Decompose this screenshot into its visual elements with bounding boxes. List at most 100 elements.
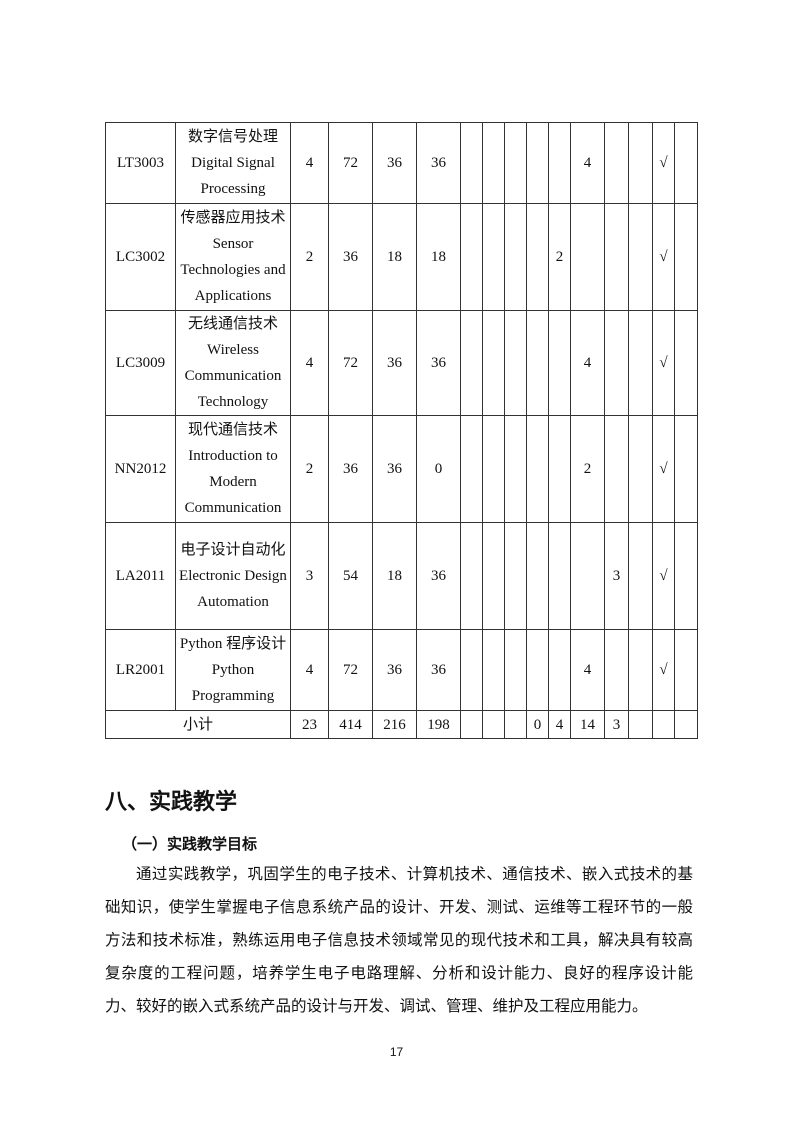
semester-cell [482, 629, 505, 711]
course-code: LT3003 [105, 122, 176, 204]
semester-cell: 4 [570, 310, 605, 416]
semester-cell [504, 310, 527, 416]
semester-cell [604, 310, 629, 416]
cell-practice: 36 [416, 522, 461, 630]
semester-cell [526, 629, 549, 711]
cell-hours: 72 [328, 629, 373, 711]
subtotal-label: 小计 [105, 710, 291, 739]
semester-cell: 4 [570, 122, 605, 204]
cell-practice: 36 [416, 122, 461, 204]
semester-cell [482, 522, 505, 630]
table-row: LC3009 无线通信技术 Wireless Communication Techn… [105, 310, 698, 416]
semester-cell [504, 203, 527, 311]
semester-cell [604, 122, 629, 204]
semester-cell [604, 203, 629, 311]
semester-cell [674, 203, 698, 311]
semester-cell [628, 629, 653, 711]
semester-cell [548, 310, 571, 416]
cell-practice: 36 [416, 310, 461, 416]
cell-practice: 36 [416, 629, 461, 711]
table-row: NN2012 现代通信技术 Introduction to Modern Commu… [105, 415, 698, 523]
semester-cell [548, 629, 571, 711]
semester-cell [628, 203, 653, 311]
course-code: NN2012 [105, 415, 176, 523]
cell-credits: 2 [290, 203, 329, 311]
course-name-en: Electronic Design Automation [179, 568, 287, 610]
table-row: LC3002 传感器应用技术 Sensor Technologies and App… [105, 203, 698, 311]
semester-cell [674, 310, 698, 416]
course-name-en: Digital Signal Processing [191, 155, 275, 197]
semester-cell [460, 310, 483, 416]
subtotal-semester-cell: 0 [526, 710, 549, 739]
course-name: 数字信号处理 Digital Signal Processing [175, 122, 291, 204]
course-name-cn: 现代通信技术 [187, 422, 278, 438]
semester-cell: 2 [548, 203, 571, 311]
course-name-cn: 传感器应用技术 [180, 210, 286, 226]
course-name-en: Sensor Technologies and Applications [180, 236, 286, 304]
semester-cell [548, 522, 571, 630]
course-code: LA2011 [105, 522, 176, 630]
course-name: Python 程序设计 Python Programming [175, 629, 291, 711]
cell-theory: 36 [372, 629, 417, 711]
semester-cell [548, 415, 571, 523]
subtotal-semester-cell [628, 710, 653, 739]
subtotal-credits: 23 [290, 710, 329, 739]
semester-cell: √ [652, 122, 675, 204]
subtotal-hours: 414 [328, 710, 373, 739]
semester-cell: 4 [570, 629, 605, 711]
subtotal-semester-cell [460, 710, 483, 739]
semester-cell [460, 629, 483, 711]
subsection-title: （一）实践教学目标 [122, 835, 258, 853]
subtotal-theory: 216 [372, 710, 417, 739]
subtotal-row: 小计 23 414 216 198 0 4 14 3 [105, 710, 698, 739]
cell-credits: 3 [290, 522, 329, 630]
semester-cell [674, 629, 698, 711]
course-name-en: Introduction to Modern Communication [184, 448, 282, 516]
course-name-cn: Python 程序设计 [179, 636, 287, 652]
semester-cell [604, 415, 629, 523]
section-title: 八、实践教学 [105, 790, 238, 815]
semester-cell [628, 122, 653, 204]
semester-cell [570, 203, 605, 311]
semester-cell [482, 122, 505, 204]
semester-cell [674, 415, 698, 523]
course-name-cn: 数字信号处理 [187, 129, 278, 145]
semester-cell [460, 415, 483, 523]
page-number: 17 [389, 1045, 404, 1059]
semester-cell [674, 122, 698, 204]
semester-cell [548, 122, 571, 204]
cell-theory: 18 [372, 522, 417, 630]
course-table: LT3003 数字信号处理 Digital Signal Processing 4 72… [105, 122, 698, 739]
course-name: 传感器应用技术 Sensor Technologies and Applicati… [175, 203, 291, 311]
semester-cell [504, 522, 527, 630]
cell-hours: 72 [328, 310, 373, 416]
semester-cell [504, 629, 527, 711]
semester-cell: 3 [604, 522, 629, 630]
semester-cell [526, 522, 549, 630]
semester-cell: √ [652, 629, 675, 711]
cell-theory: 36 [372, 415, 417, 523]
cell-theory: 18 [372, 203, 417, 311]
course-name-en: Wireless Communication Technology [184, 342, 282, 410]
subtotal-semester-cell: 14 [570, 710, 605, 739]
semester-cell [482, 310, 505, 416]
subtotal-semester-cell: 4 [548, 710, 571, 739]
course-name: 现代通信技术 Introduction to Modern Communicati… [175, 415, 291, 523]
semester-cell: √ [652, 310, 675, 416]
semester-cell [628, 522, 653, 630]
table-row: LT3003 数字信号处理 Digital Signal Processing 4 72… [105, 122, 698, 204]
subtotal-semester-cell [504, 710, 527, 739]
table-row: LR2001 Python 程序设计 Python Programming 4 72 36… [105, 629, 698, 711]
course-name-en: Python Programming [191, 662, 275, 704]
cell-credits: 4 [290, 629, 329, 711]
semester-cell [504, 415, 527, 523]
semester-cell: 2 [570, 415, 605, 523]
semester-cell [460, 522, 483, 630]
body-paragraph: 通过实践教学，巩固学生的电子技术、计算机技术、通信技术、嵌入式技术的基础知识，使… [105, 865, 693, 1015]
cell-credits: 2 [290, 415, 329, 523]
cell-practice: 0 [416, 415, 461, 523]
semester-cell [604, 629, 629, 711]
semester-cell [526, 310, 549, 416]
course-code: LC3002 [105, 203, 176, 311]
